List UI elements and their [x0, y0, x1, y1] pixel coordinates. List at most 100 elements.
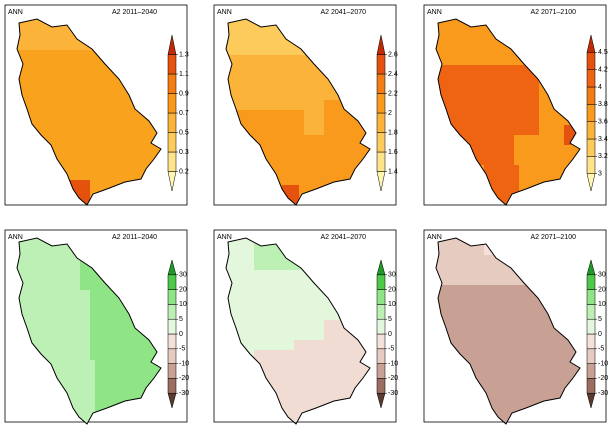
colorbar-tick-label: 4	[598, 84, 602, 91]
panel-label-left: ANN	[8, 234, 23, 241]
colorbar-tick-label: 2.4	[388, 71, 398, 78]
panel-label-left: ANN	[217, 234, 232, 241]
colorbar-bin	[376, 54, 386, 75]
panel-label-right: A2 2011–2040	[112, 234, 157, 241]
colorbar-tick-label: 20	[179, 286, 187, 293]
panel-label-left: ANN	[427, 234, 442, 241]
colorbar-bin	[167, 93, 177, 114]
colorbar-tick-label: -30	[598, 390, 608, 397]
colorbar-bin	[376, 289, 386, 305]
colorbar-bin	[376, 34, 386, 55]
colorbar-bin	[586, 348, 596, 364]
colorbar-tick-label: 0.3	[179, 149, 189, 156]
colorbar-tick-label: 10	[179, 301, 187, 308]
colorbar-tick-label: 30	[179, 272, 187, 279]
colorbar-tick-label: 1.1	[179, 71, 189, 78]
colorbar-bin	[586, 378, 596, 394]
colorbar-tick-label: 3.4	[598, 136, 608, 143]
colorbar-tick-label: 3.6	[598, 119, 608, 126]
colorbar-tick-label: 2.2	[388, 90, 398, 97]
colorbar-bin	[586, 34, 596, 53]
colorbar-bin	[376, 132, 386, 153]
country-outline	[225, 237, 371, 425]
country-outline	[16, 237, 162, 425]
colorbar-bin	[586, 289, 596, 305]
colorbar-bin	[167, 304, 177, 320]
colorbar-tick-label: -30	[388, 390, 398, 397]
map-panel: ANN A2 2071–2100 -30 -20 -10 -5 0 5 10 20 30	[423, 229, 608, 425]
colorbar-tick-label: 4.5	[598, 49, 608, 56]
colorbar-bin	[167, 378, 177, 394]
colorbar-bin	[586, 156, 596, 174]
colorbar-bin	[586, 318, 596, 335]
panel-label-left: ANN	[217, 9, 232, 16]
colorbar-bin	[376, 259, 386, 276]
colorbar-bin	[586, 52, 596, 70]
colorbar-bin	[586, 274, 596, 290]
colorbar-bin	[167, 318, 177, 335]
colorbar-bin	[586, 104, 596, 122]
colorbar-bin	[376, 333, 386, 350]
colorbar-bin	[167, 274, 177, 290]
colorbar-bin	[376, 112, 386, 133]
colorbar-bin	[167, 34, 177, 55]
colorbar-bin	[167, 259, 177, 276]
colorbar-bin	[376, 363, 386, 379]
colorbar-tick-label: 0.9	[179, 90, 189, 97]
colorbar-tick-label: 20	[598, 286, 606, 293]
colorbar-tick-label: -20	[179, 375, 189, 382]
colorbar-tick-label: -10	[179, 360, 189, 367]
colorbar-bin	[586, 259, 596, 276]
colorbar-tick-label: 0	[388, 331, 392, 338]
panel-label-right: A2 2011–2040	[112, 9, 157, 16]
colorbar-bin	[586, 333, 596, 350]
colorbar-bin	[167, 348, 177, 364]
colorbar-bin	[167, 363, 177, 379]
colorbar-tick-label: -5	[388, 346, 394, 353]
colorbar-tick-label: 0.5	[179, 129, 189, 136]
colorbar-bin	[167, 112, 177, 133]
colorbar-tick-label: 4.2	[598, 67, 608, 74]
colorbar-tick-label: 5	[179, 316, 183, 323]
colorbar-bin	[376, 318, 386, 335]
panel-label-right: A2 2041–2070	[320, 234, 366, 241]
colorbar-tick-label: 3	[598, 171, 602, 178]
colorbar-tick-label: 2.6	[388, 51, 398, 58]
country-outline	[225, 18, 371, 206]
colorbar-tick-label: 20	[388, 286, 396, 293]
colorbar-tick-label: 1.3	[179, 51, 189, 58]
colorbar-tick-label: -20	[598, 375, 608, 382]
country-outline	[16, 18, 162, 206]
colorbar-tick-label: 5	[598, 316, 602, 323]
colorbar-tick-label: -5	[598, 346, 604, 353]
colorbar-bin	[376, 73, 386, 94]
colorbar-bin	[376, 151, 386, 172]
colorbar-bin	[376, 274, 386, 290]
colorbar-bin	[376, 93, 386, 114]
colorbar-tick-label: 1.6	[388, 149, 398, 156]
colorbar-bin	[167, 132, 177, 153]
colorbar-bin	[586, 363, 596, 379]
country-outline	[435, 237, 581, 425]
colorbar-tick-label: 0.7	[179, 110, 189, 117]
colorbar-bin	[586, 86, 596, 105]
colorbar-tick-label: 1.8	[388, 129, 398, 136]
colorbar-tick-label: 10	[388, 301, 396, 308]
colorbar-tick-label: 30	[388, 272, 396, 279]
colorbar-bin	[167, 73, 177, 94]
colorbar-tick-label: -30	[179, 390, 189, 397]
colorbar-tick-label: 0.2	[179, 168, 189, 175]
colorbar-tick-label: 3.8	[598, 101, 608, 108]
panel-label-right: A2 2071–2100	[530, 9, 576, 16]
colorbar-tick-label: -10	[598, 360, 608, 367]
colorbar-tick-label: -10	[388, 360, 398, 367]
colorbar-bin	[376, 378, 386, 394]
panel-label-left: ANN	[8, 9, 23, 16]
map-panel: ANN A2 2041–2070 1.4 1.6 1.8 2 2.2 2.4 2.6	[213, 4, 398, 206]
colorbar-tick-label: 2	[388, 110, 392, 117]
colorbar-bin	[167, 333, 177, 350]
panel-label-right: A2 2071–2100	[530, 234, 576, 241]
colorbar-tick-label: 5	[388, 316, 392, 323]
country-outline	[435, 18, 581, 206]
colorbar-bin	[586, 304, 596, 320]
